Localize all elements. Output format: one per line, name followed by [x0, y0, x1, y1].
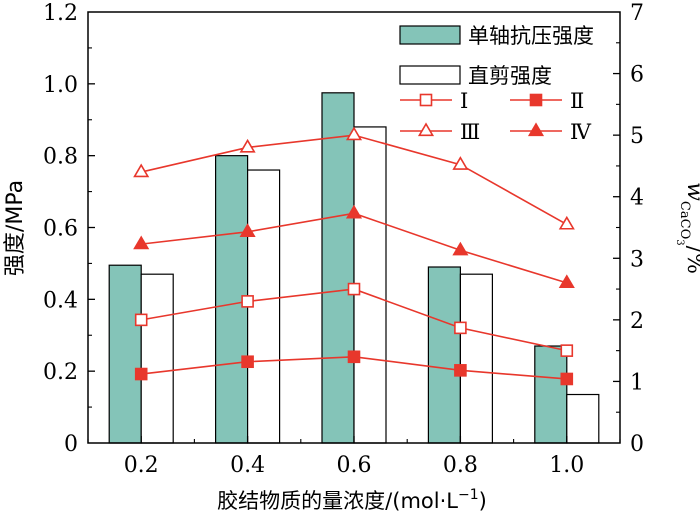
y2-tick-label-3: 3 [630, 247, 644, 272]
series-2-point-0 [134, 367, 148, 381]
series-4-point-1 [239, 223, 256, 237]
bar-shear-4 [566, 393, 600, 444]
bar-ucs-4 [534, 345, 568, 444]
bar-ucs-0 [108, 264, 142, 444]
x-axis-label-main: 胶结物质的量浓度/(mol·L [217, 489, 458, 513]
y-tick-label-6: 1.2 [43, 1, 78, 26]
bars [108, 92, 600, 444]
series-2-point-1 [241, 355, 254, 369]
bar-shear-3 [459, 273, 493, 444]
legend-marker-4 [527, 122, 545, 137]
x-tick-label-4: 1.0 [549, 453, 584, 478]
series-3-point-0 [133, 163, 150, 178]
series-2-point-3 [454, 364, 467, 377]
bar-ucs-3 [427, 266, 461, 444]
series-4-point-4 [558, 274, 575, 289]
series-2-point-4 [560, 372, 574, 386]
series-1-point-0 [134, 313, 148, 327]
x-tick-label-3: 0.8 [443, 453, 478, 478]
x-tick-label-2: 0.6 [337, 453, 372, 478]
legend-marker-3 [417, 122, 435, 137]
legend-line-label-1: Ⅰ [460, 89, 468, 113]
y-tick-label-0: 0 [64, 432, 78, 457]
x-axis-label: 胶结物质的量浓度/(mol·L−1) [217, 487, 487, 513]
bar-ucs-2 [321, 92, 355, 444]
series-2-point-2 [347, 350, 361, 364]
y2-tick-label-7: 7 [630, 1, 644, 26]
y-tick-label-3: 0.6 [43, 217, 78, 242]
y2-tick-label-6: 6 [630, 63, 644, 88]
series-3-point-4 [558, 215, 575, 230]
y-tick-label-2: 0.4 [43, 288, 78, 313]
lines [133, 126, 575, 386]
y2-axis-label-subsub: 3 [674, 239, 685, 245]
legend-marker-2 [529, 93, 543, 107]
y-tick-label-5: 1.0 [43, 73, 78, 98]
series-1-point-1 [241, 295, 254, 308]
x-tick-label-0: 0.2 [124, 453, 159, 478]
series-1-point-3 [454, 321, 467, 335]
x-axis-label-sup: −1 [458, 487, 479, 503]
y2-tick-label-0: 0 [630, 432, 644, 457]
y2-axis-label-main: w [682, 182, 700, 201]
y2-axis-label-tail: /% [682, 246, 700, 274]
y2-axis-label-sub: CaCO [677, 201, 692, 239]
y-tick-label-4: 0.8 [43, 145, 78, 170]
series-1-point-4 [560, 344, 574, 357]
legend-swatch-0 [399, 25, 461, 45]
legend-line-label-2: Ⅱ [570, 89, 584, 113]
y2-tick-label-4: 4 [630, 186, 644, 211]
x-tick-label-1: 0.4 [230, 453, 265, 478]
series-4-point-3 [452, 241, 469, 256]
series-3-point-2 [345, 126, 363, 141]
legend-line-label-3: Ⅲ [460, 120, 480, 144]
y-tick-label-1: 0.2 [43, 360, 78, 385]
series-4-point-0 [133, 235, 150, 250]
y2-axis-label: wCaCO3/% [674, 182, 700, 274]
y2-tick-label-1: 1 [630, 370, 644, 395]
series-4-point-2 [345, 204, 363, 219]
axes: 0 0.2 0.4 0.6 0.8 1.0 1.2 0 1 2 3 4 5 6 7 0.2 0.4 0.6 0.8 1… [43, 1, 644, 478]
legend-marker-1 [419, 93, 433, 107]
x-axis-label-tail: ) [479, 489, 487, 513]
y2-tick-label-2: 2 [630, 309, 644, 334]
legend-label-0: 单轴抗压强度 [468, 24, 594, 48]
bar-shear-0 [140, 273, 174, 444]
series-1-point-2 [347, 282, 361, 296]
y-axis-label: 强度/MPa [3, 180, 28, 276]
series-3-point-3 [452, 156, 469, 170]
legend-swatch-1 [399, 65, 461, 85]
y2-tick-label-5: 5 [630, 124, 644, 149]
legend-label-1: 直剪强度 [468, 64, 552, 88]
legend-line-label-4: Ⅳ [570, 120, 592, 144]
series-3-point-1 [239, 138, 256, 153]
